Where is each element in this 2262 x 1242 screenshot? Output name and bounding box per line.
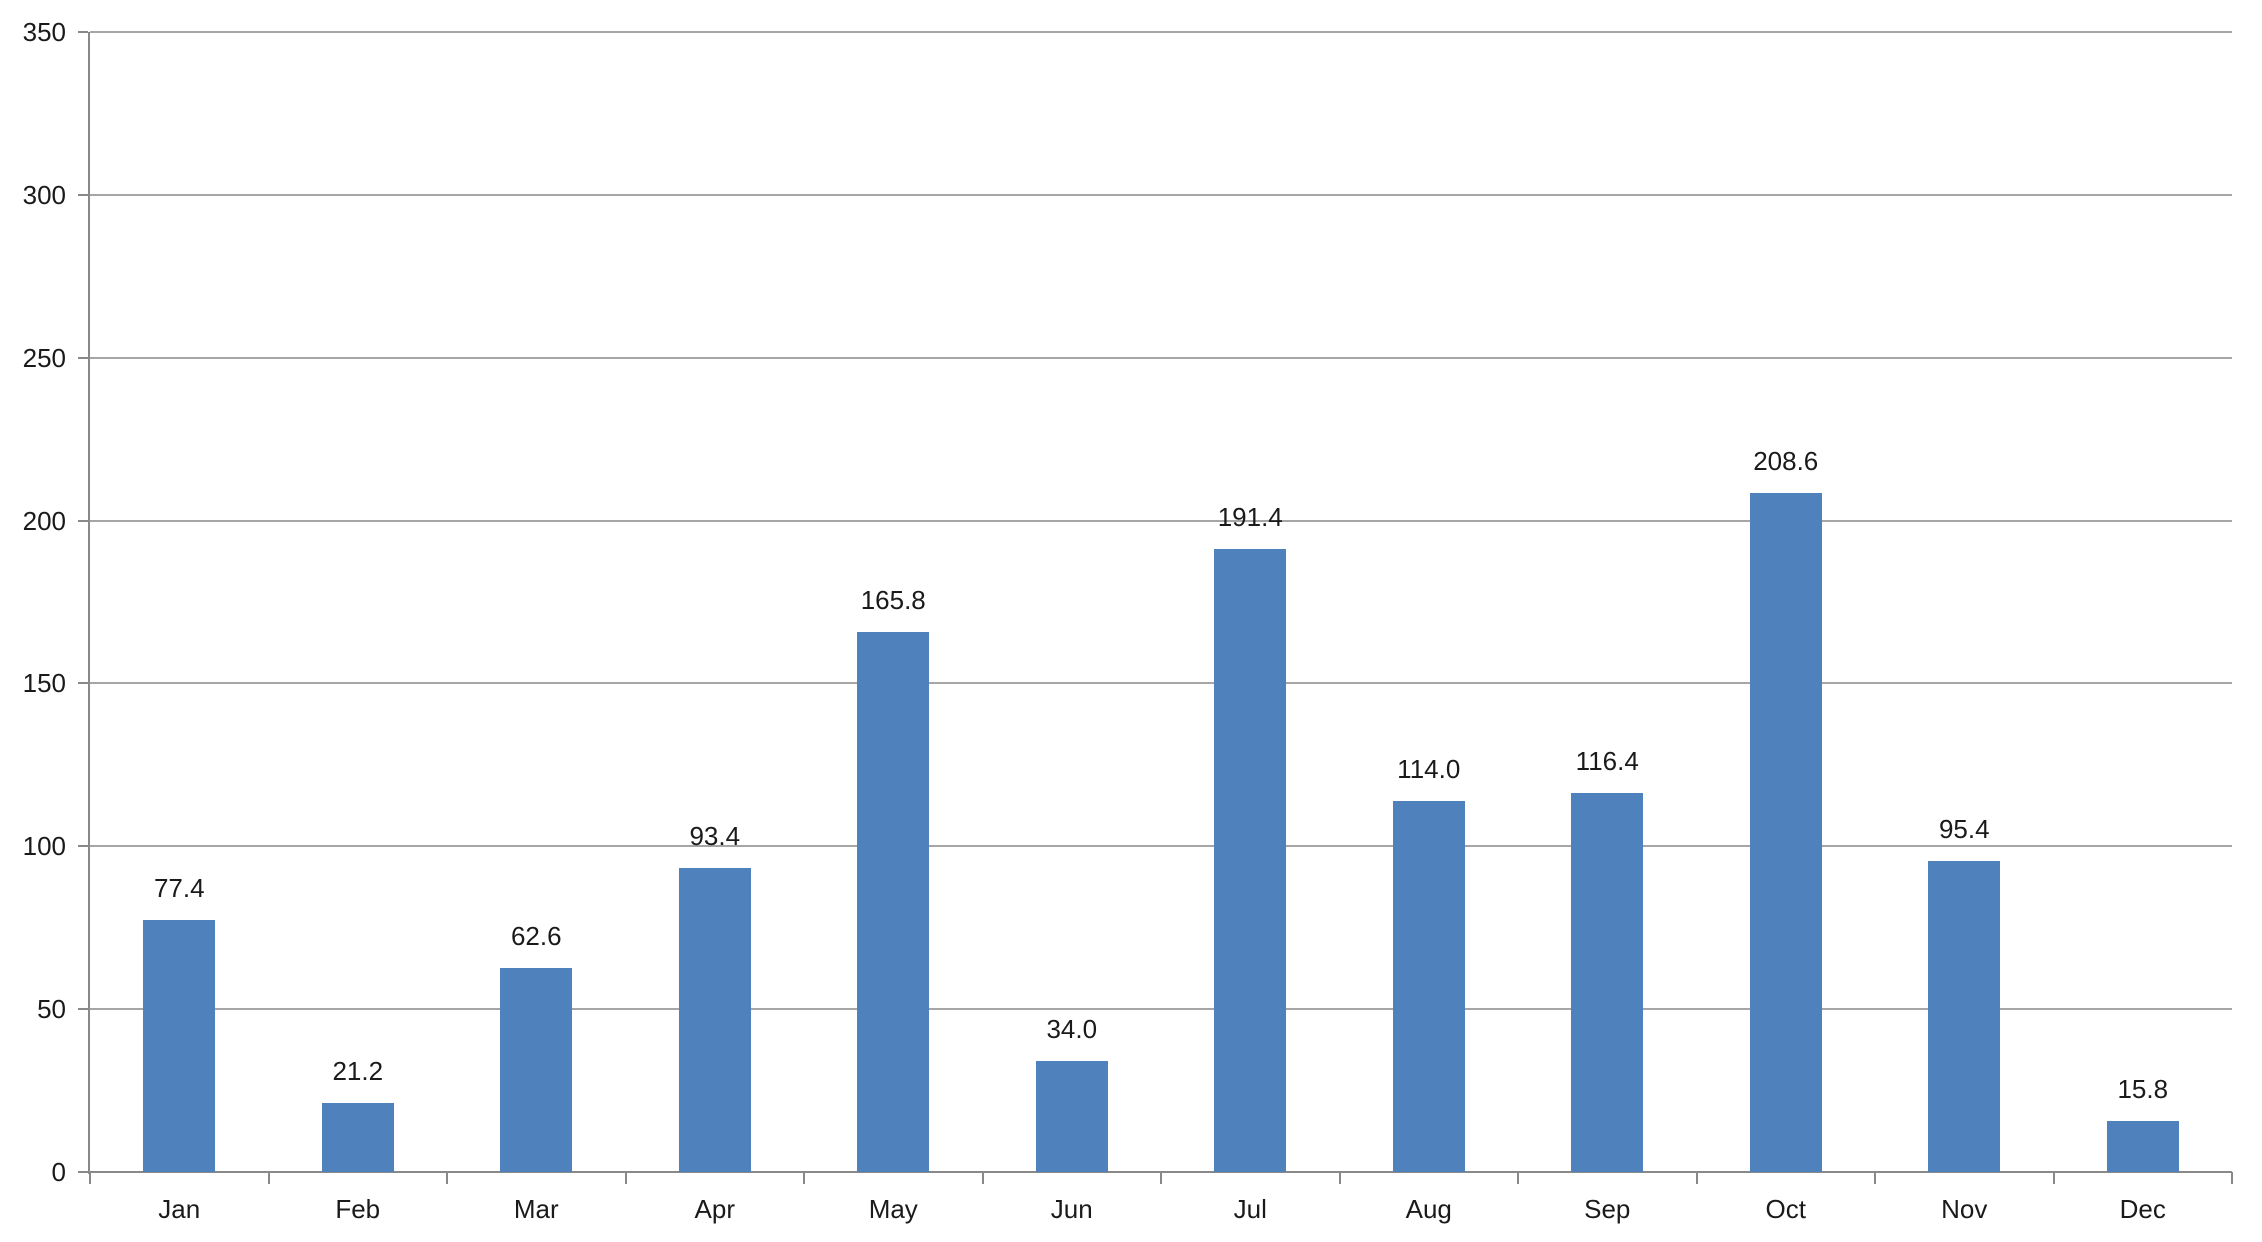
bar bbox=[1749, 492, 1822, 1172]
bar bbox=[2106, 1120, 2179, 1172]
bar-value-label: 34.0 bbox=[1046, 1014, 1098, 1045]
y-axis-tick-mark bbox=[78, 519, 88, 522]
bar bbox=[1571, 792, 1644, 1172]
x-axis-label: Jul bbox=[1233, 1194, 1267, 1224]
bar-value-label: 77.4 bbox=[153, 872, 205, 903]
bar-value-label: 116.4 bbox=[1575, 745, 1639, 776]
x-axis-label: Sep bbox=[1584, 1194, 1631, 1224]
y-axis-tick-label: 300 bbox=[22, 179, 66, 210]
x-axis-tick-mark bbox=[446, 1172, 448, 1184]
y-axis-tick-label: 0 bbox=[51, 1157, 66, 1187]
bar-value-label: 114.0 bbox=[1397, 753, 1461, 784]
bar bbox=[857, 631, 930, 1172]
gridline bbox=[90, 519, 2232, 522]
bar-value-label: 62.6 bbox=[510, 921, 562, 952]
gridline bbox=[90, 356, 2232, 359]
x-axis-tick-mark bbox=[1160, 1172, 1162, 1184]
x-axis-label: Jun bbox=[1050, 1194, 1093, 1224]
x-axis-tick-mark bbox=[803, 1172, 805, 1184]
y-axis-tick-label: 350 bbox=[22, 17, 66, 47]
x-axis-label: Mar bbox=[513, 1194, 559, 1224]
bar bbox=[678, 867, 751, 1172]
x-axis-tick-mark bbox=[1517, 1172, 1519, 1184]
gridline bbox=[90, 682, 2232, 685]
bar bbox=[1928, 861, 2001, 1172]
gridline bbox=[90, 193, 2232, 196]
y-axis-tick-label: 200 bbox=[22, 505, 66, 536]
bar bbox=[1392, 800, 1465, 1172]
gridline bbox=[90, 31, 2232, 33]
bar bbox=[500, 968, 573, 1172]
bar-value-label: 15.8 bbox=[2117, 1073, 2169, 1104]
x-axis-label: Feb bbox=[335, 1194, 381, 1224]
x-axis-label: Oct bbox=[1765, 1194, 1806, 1224]
bar-value-label: 165.8 bbox=[860, 584, 926, 615]
x-axis-tick-mark bbox=[2052, 1172, 2055, 1184]
x-axis-tick-mark bbox=[981, 1172, 984, 1184]
x-axis-label: Nov bbox=[1941, 1194, 1988, 1224]
x-axis-tick-mark bbox=[1695, 1172, 1698, 1184]
x-axis-label: Aug bbox=[1405, 1194, 1452, 1224]
x-axis-label: Apr bbox=[694, 1194, 735, 1224]
y-axis-line bbox=[88, 32, 90, 1174]
bar-value-label: 21.2 bbox=[332, 1055, 384, 1086]
bar bbox=[1035, 1061, 1108, 1172]
bar bbox=[1214, 548, 1287, 1172]
y-axis-tick-mark bbox=[78, 356, 88, 359]
x-axis-label: Jan bbox=[158, 1194, 201, 1224]
y-axis-tick-mark bbox=[78, 1171, 88, 1173]
bar bbox=[143, 919, 216, 1172]
x-axis-tick-mark bbox=[1338, 1172, 1341, 1184]
bar-value-label: 208.6 bbox=[1753, 445, 1819, 476]
x-axis-tick-mark bbox=[1874, 1172, 1876, 1184]
x-axis-tick-mark bbox=[2231, 1172, 2233, 1184]
bar-value-label: 93.4 bbox=[689, 820, 741, 851]
gridline bbox=[90, 845, 2232, 848]
x-axis-label: Dec bbox=[2119, 1194, 2166, 1224]
y-axis-tick-mark bbox=[78, 193, 88, 196]
y-axis-tick-label: 150 bbox=[22, 668, 66, 699]
x-axis-tick-mark bbox=[624, 1172, 627, 1184]
x-axis-tick-mark bbox=[267, 1172, 270, 1184]
y-axis-tick-mark bbox=[78, 31, 88, 33]
y-axis-tick-label: 250 bbox=[22, 342, 66, 373]
y-axis-tick-mark bbox=[78, 682, 88, 685]
x-axis-tick-mark bbox=[89, 1172, 91, 1184]
bar-value-label: 191.4 bbox=[1217, 501, 1283, 532]
y-axis-tick-mark bbox=[78, 845, 88, 848]
bar-value-label: 95.4 bbox=[1938, 814, 1990, 845]
x-axis-label: May bbox=[868, 1194, 918, 1224]
y-axis-tick-label: 50 bbox=[37, 994, 66, 1025]
bar bbox=[321, 1102, 394, 1172]
y-axis-tick-label: 100 bbox=[22, 831, 66, 862]
y-axis-tick-mark bbox=[78, 1008, 88, 1011]
gridline bbox=[90, 1008, 2232, 1011]
